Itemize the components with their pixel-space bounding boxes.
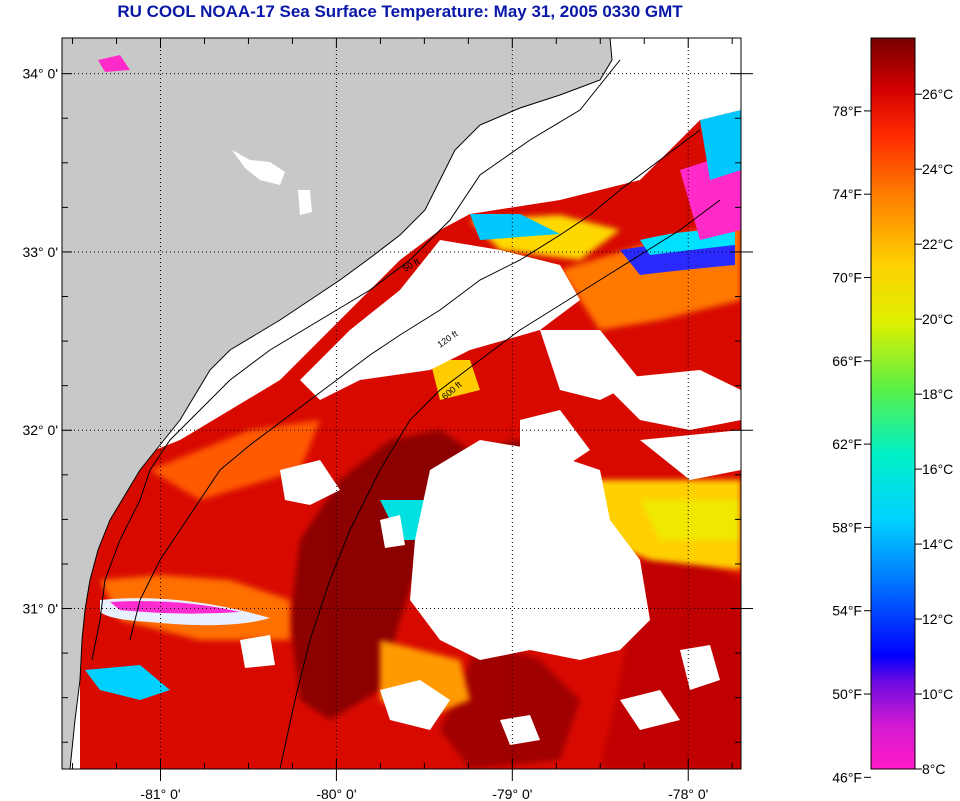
colorbar-fahrenheit-label: 46°F (832, 769, 862, 785)
axis-ticks (62, 38, 753, 781)
lat-tick-label: 34° 0' (22, 66, 58, 82)
sst-plot-area: 50 ft 120 ft 600 ft (62, 38, 741, 769)
colorbar-celsius-labels: 26°C 24°C 22°C 20°C 18°C 16°C 14°C 12°C 10°C 8°C (922, 86, 953, 777)
land-pink-patch (98, 55, 130, 72)
colorbar-ticks (864, 93, 922, 778)
lon-tick-label: -78° 0' (668, 786, 708, 801)
colorbar-fahrenheit-label: 66°F (832, 353, 862, 369)
colorbar-celsius-label: 20°C (922, 311, 953, 327)
lat-tick-label: 31° 0' (22, 601, 58, 617)
lon-tick-label: -80° 0' (316, 786, 356, 801)
colorbar-celsius-label: 24°C (922, 161, 953, 177)
colorbar-celsius-label: 14°C (922, 536, 953, 552)
colorbar-celsius-label: 10°C (922, 686, 953, 702)
colorbar (870, 37, 916, 770)
lon-tick-label: -81° 0' (140, 786, 180, 801)
latitude-labels: 34° 0' 33° 0' 32° 0' 31° 0' (22, 66, 58, 617)
colorbar-celsius-label: 26°C (922, 86, 953, 102)
plot-frame (61, 37, 742, 770)
colorbar-fahrenheit-label: 78°F (832, 103, 862, 119)
colorbar-celsius-label: 12°C (922, 611, 953, 627)
land-cloud-patches (232, 150, 312, 215)
colorbar-celsius-label: 8°C (922, 761, 946, 777)
colorbar-fahrenheit-label: 58°F (832, 519, 862, 535)
colorbar-celsius-label: 16°C (922, 461, 953, 477)
colorbar-fahrenheit-label: 70°F (832, 270, 862, 286)
land-mass (62, 38, 613, 769)
lat-tick-label: 33° 0' (22, 244, 58, 260)
longitude-labels: -81° 0' -80° 0' -79° 0' -78° 0' (140, 786, 708, 801)
colorbar-fahrenheit-label: 62°F (832, 436, 862, 452)
colorbar-fahrenheit-label: 50°F (832, 686, 862, 702)
bathymetry-contours (91, 59, 721, 769)
lon-tick-label: -79° 0' (492, 786, 532, 801)
colorbar-celsius-label: 18°C (922, 386, 953, 402)
colorbar-fahrenheit-labels: 78°F 74°F 70°F 66°F 62°F 58°F 54°F 50°F 46°F (832, 103, 862, 785)
colorbar-celsius-label: 22°C (922, 236, 953, 252)
colorbar-fahrenheit-label: 54°F (832, 603, 862, 619)
lat-tick-label: 32° 0' (22, 422, 58, 438)
colorbar-fahrenheit-label: 74°F (832, 186, 862, 202)
map-title: RU COOL NOAA-17 Sea Surface Temperature:… (117, 2, 683, 21)
